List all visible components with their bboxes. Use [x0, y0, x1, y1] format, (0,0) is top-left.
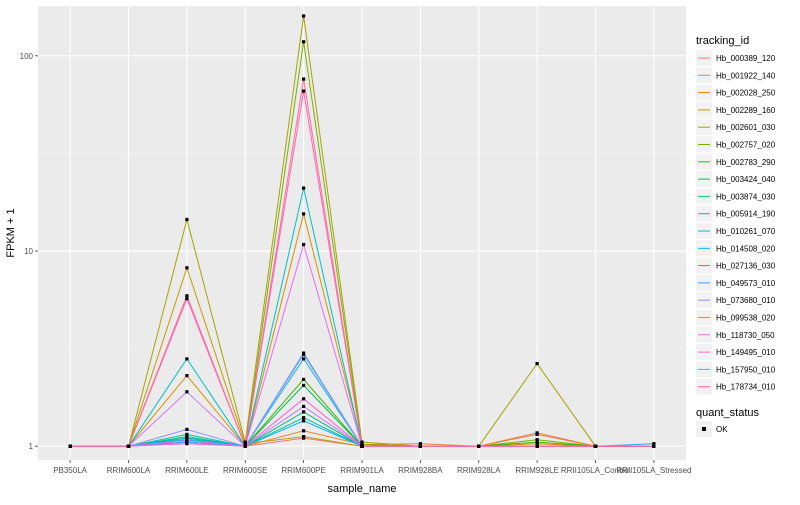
data-point [126, 444, 131, 448]
y-tick-label: 1 [29, 442, 34, 451]
data-point [418, 444, 422, 448]
data-point [302, 397, 306, 401]
data-point [535, 431, 539, 435]
y-axis: 1 10 100 [20, 52, 38, 451]
y-tick-label: 100 [20, 52, 34, 61]
legend-label: Hb_000389_120 [716, 54, 776, 63]
x-axis-title: sample_name [327, 483, 396, 495]
data-point [652, 442, 656, 446]
legend-label: Hb_002783_290 [716, 158, 776, 167]
data-point [302, 404, 306, 408]
data-point [302, 212, 306, 216]
legend-label: Hb_157950_010 [716, 365, 776, 374]
data-point [302, 410, 306, 414]
legend-ok-point [702, 427, 706, 431]
data-point [302, 435, 306, 439]
data-point [477, 444, 481, 448]
x-tick-label: RRIM928LE [515, 466, 559, 475]
x-tick-label: RRII105LA_Stressed [616, 466, 691, 475]
legend-shape-label: OK [716, 425, 728, 434]
data-point [185, 217, 189, 222]
data-point [302, 419, 306, 423]
legend-label: Hb_178734_010 [716, 383, 776, 392]
data-point [360, 444, 364, 448]
x-tick-label: RRIM928LA [457, 466, 501, 475]
data-point [418, 442, 422, 446]
data-point [185, 357, 189, 361]
data-point [535, 444, 539, 448]
legend-label: Hb_002601_030 [716, 123, 776, 132]
legend-title: tracking_id [696, 35, 749, 47]
legend: tracking_id Hb_000389_120Hb_001922_140Hb… [696, 35, 776, 437]
data-point [302, 377, 306, 381]
x-tick-label: RRII105LA_Control [561, 466, 631, 475]
data-point [535, 438, 539, 442]
legend-label: Hb_003424_040 [716, 175, 776, 184]
data-point [185, 438, 189, 443]
legend-label: Hb_027136_030 [716, 262, 776, 271]
point-layer [68, 14, 656, 448]
data-point [302, 14, 306, 18]
legend-label: Hb_003874_030 [716, 192, 776, 201]
data-point [185, 297, 189, 301]
data-point [360, 440, 364, 444]
legend-label: Hb_010261_070 [716, 227, 776, 236]
legend-label: Hb_002757_020 [716, 141, 776, 150]
x-tick-label: RRIM901LA [340, 466, 384, 475]
data-point [302, 357, 306, 361]
data-point [302, 40, 306, 44]
x-tick-label: RRIM600SE [223, 466, 267, 475]
data-point [302, 186, 306, 190]
data-point [185, 427, 189, 431]
data-point [243, 444, 247, 448]
data-point [535, 440, 539, 444]
legend-label: Hb_049573_010 [716, 279, 776, 288]
data-point [185, 266, 189, 270]
data-point [185, 432, 189, 436]
data-point [302, 383, 306, 387]
legend-label: Hb_149495_010 [716, 348, 776, 357]
data-point [185, 294, 189, 298]
legend-label: Hb_005914_190 [716, 210, 776, 219]
x-axis: PB350LA RRIM600LA RRIM600LE RRIM600SE RRIM60… [53, 460, 691, 475]
x-tick-label: RRIM600LE [165, 466, 209, 475]
data-point [302, 416, 306, 420]
x-tick-label: RRIM600PE [281, 466, 325, 475]
y-axis-title: FPKM + 1 [5, 208, 17, 257]
data-point [302, 429, 306, 433]
data-point [302, 352, 306, 357]
data-point [652, 444, 656, 448]
data-point [185, 442, 189, 446]
y-tick-label: 10 [24, 247, 33, 256]
data-point [302, 77, 306, 81]
data-point [185, 374, 189, 378]
data-point [360, 442, 364, 447]
data-point [593, 444, 598, 448]
legend-label: Hb_099538_020 [716, 314, 776, 323]
x-tick-label: PB350LA [53, 466, 87, 475]
legend-label: Hb_118730_050 [716, 331, 775, 340]
data-point [535, 362, 539, 366]
data-point [68, 444, 72, 448]
legend-label: Hb_002028_250 [716, 89, 776, 98]
data-point [185, 390, 189, 394]
data-point [302, 89, 306, 93]
legend-label: Hb_073680_010 [716, 296, 776, 305]
data-point [302, 242, 306, 247]
legend-label: Hb_002289_160 [716, 106, 776, 115]
x-tick-label: RRIM928BA [398, 466, 443, 475]
legend-label: Hb_014508_020 [716, 244, 776, 253]
legend-items: Hb_000389_120 Hb_001922_140 Hb_002028_250 H… [696, 50, 776, 395]
x-tick-label: RRIM600LA [107, 466, 151, 475]
data-point [243, 440, 247, 444]
legend-shape-title: quant_status [696, 407, 759, 419]
legend-label: Hb_001922_140 [716, 71, 776, 80]
